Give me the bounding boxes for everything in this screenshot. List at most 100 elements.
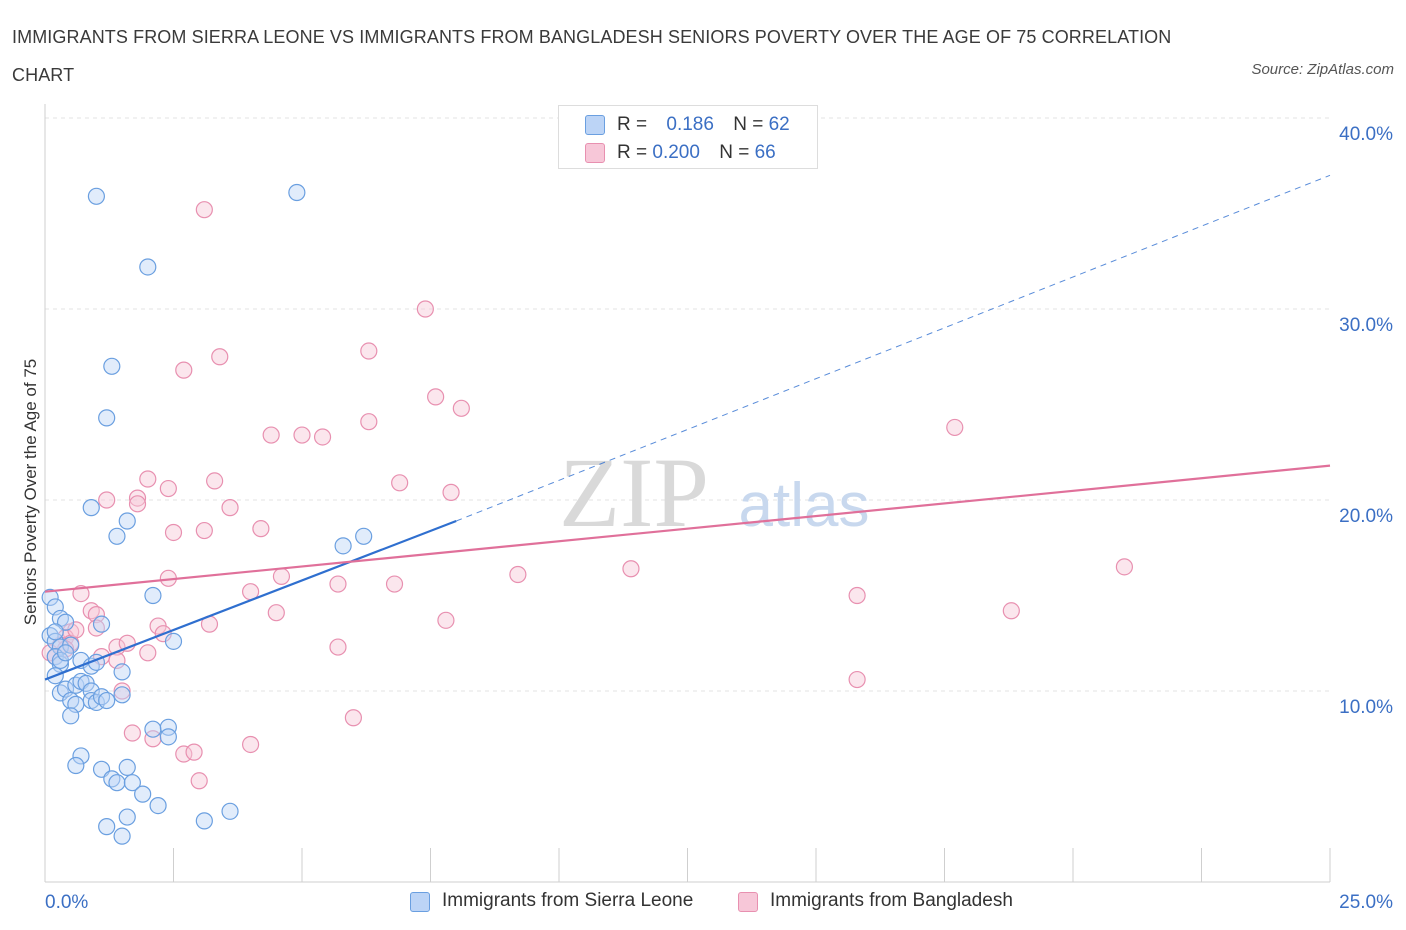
series-legend: Immigrants from Sierra Leone Immigrants … xyxy=(0,889,1406,915)
legend-n-value: 66 xyxy=(754,142,776,163)
trend-sierra-leone-extension xyxy=(456,174,1331,522)
point-bangladesh xyxy=(344,709,362,727)
point-bangladesh xyxy=(221,499,239,517)
watermark: ZIP atlas xyxy=(559,437,869,548)
point-bangladesh xyxy=(329,638,347,656)
point-sierra-leone xyxy=(149,796,167,815)
point-bangladesh xyxy=(262,426,280,444)
point-sierra-leone xyxy=(144,586,162,605)
point-bangladesh xyxy=(164,523,183,542)
point-bangladesh xyxy=(267,604,285,622)
point-sierra-leone xyxy=(98,409,116,427)
point-sierra-leone xyxy=(144,720,162,738)
point-sierra-leone xyxy=(56,644,75,662)
x-tick-label-max: 25.0% xyxy=(1339,892,1393,913)
legend-swatch-bangladesh xyxy=(585,143,605,163)
point-bangladesh xyxy=(946,418,964,437)
point-bangladesh xyxy=(211,348,229,366)
point-sierra-leone xyxy=(123,774,141,792)
point-sierra-leone xyxy=(221,802,239,820)
point-sierra-leone xyxy=(195,812,213,830)
point-bangladesh xyxy=(272,567,291,586)
legend-r-label: R = xyxy=(617,114,648,135)
point-bangladesh xyxy=(185,743,203,761)
point-bangladesh xyxy=(159,479,177,498)
legend-r-value: 0.200 xyxy=(652,142,700,163)
point-sierra-leone xyxy=(103,357,121,375)
y-tick-label: 10.0% xyxy=(1339,697,1393,718)
x-tick-label-min: 0.0% xyxy=(45,892,88,913)
point-sierra-leone xyxy=(46,623,64,641)
legend-label-sierra-leone: Immigrants from Sierra Leone xyxy=(442,890,694,911)
legend-n-value: 62 xyxy=(768,114,790,135)
point-bangladesh xyxy=(139,470,157,488)
point-sierra-leone xyxy=(92,615,111,633)
point-sierra-leone xyxy=(355,527,373,545)
legend-n-label: N = xyxy=(733,114,764,135)
point-sierra-leone xyxy=(82,499,100,517)
point-bangladesh xyxy=(442,483,460,501)
point-bangladesh xyxy=(139,644,157,662)
point-bangladesh xyxy=(452,399,470,417)
point-sierra-leone xyxy=(62,707,80,725)
legend-n-label: N = xyxy=(719,142,750,163)
point-sierra-leone xyxy=(108,527,126,545)
legend-swatch-sierra-leone xyxy=(410,892,430,912)
legend-swatch-bangladesh xyxy=(738,892,758,912)
series-sierra-leone-points xyxy=(41,183,373,845)
point-sierra-leone xyxy=(134,785,152,803)
point-bangladesh xyxy=(195,521,213,540)
point-bangladesh xyxy=(128,489,147,507)
point-sierra-leone xyxy=(334,537,352,555)
point-sierra-leone xyxy=(113,663,131,681)
point-bangladesh xyxy=(252,520,270,538)
y-axis-label: Seniors Poverty Over the Age of 75 xyxy=(21,358,40,626)
watermark-zip: ZIP xyxy=(559,437,709,548)
point-sierra-leone xyxy=(113,686,131,704)
point-sierra-leone xyxy=(41,588,59,607)
point-bangladesh xyxy=(175,361,193,379)
point-bangladesh xyxy=(416,300,434,318)
point-bangladesh xyxy=(848,670,866,689)
point-sierra-leone xyxy=(139,258,157,276)
point-bangladesh xyxy=(622,560,640,578)
point-sierra-leone xyxy=(118,512,136,530)
point-bangladesh xyxy=(242,735,260,754)
point-sierra-leone xyxy=(72,747,90,765)
point-bangladesh xyxy=(391,474,409,492)
point-bangladesh xyxy=(437,611,455,629)
point-sierra-leone xyxy=(288,183,306,202)
y-tick-label: 30.0% xyxy=(1339,315,1393,336)
point-sierra-leone xyxy=(113,827,131,845)
point-bangladesh xyxy=(329,575,347,593)
point-bangladesh xyxy=(123,724,141,742)
series-bangladesh-points xyxy=(41,201,1134,790)
point-bangladesh xyxy=(128,495,147,513)
point-sierra-leone xyxy=(164,632,183,650)
point-bangladesh xyxy=(313,428,332,446)
point-bangladesh xyxy=(360,413,378,431)
axes xyxy=(44,104,1331,883)
y-tick-label: 40.0% xyxy=(1339,124,1393,145)
point-sierra-leone xyxy=(98,691,116,710)
point-bangladesh xyxy=(98,491,116,509)
point-sierra-leone xyxy=(87,187,106,205)
point-bangladesh xyxy=(509,565,527,584)
point-sierra-leone xyxy=(118,758,136,777)
point-bangladesh xyxy=(190,772,208,790)
trend-sierra-leone xyxy=(44,519,457,681)
legend-r-value: 0.186 xyxy=(666,114,714,135)
watermark-atlas: atlas xyxy=(739,471,870,540)
point-bangladesh xyxy=(206,472,224,490)
point-bangladesh xyxy=(87,605,106,624)
point-bangladesh xyxy=(175,745,193,763)
point-bangladesh xyxy=(360,342,378,360)
point-sierra-leone xyxy=(118,808,136,826)
trend-lines xyxy=(44,174,1331,681)
point-bangladesh xyxy=(385,575,404,593)
legend-r-label: R = xyxy=(617,142,648,163)
point-sierra-leone xyxy=(159,728,177,746)
legend-swatch-sierra-leone xyxy=(585,115,605,135)
point-bangladesh xyxy=(1115,558,1134,576)
